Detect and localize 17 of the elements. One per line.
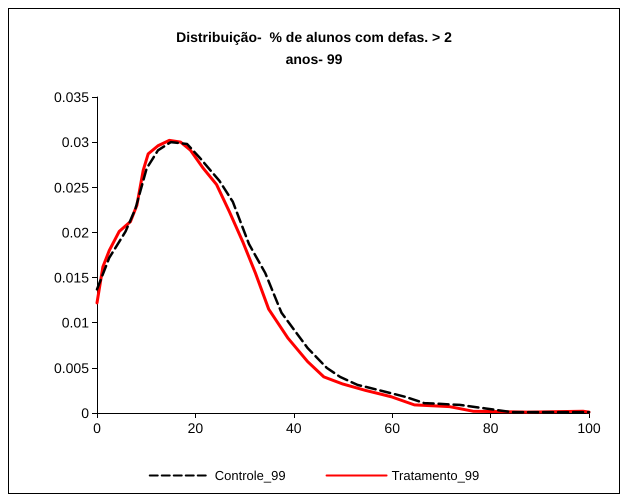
x-tick-label: 0 [93, 420, 102, 436]
y-tick-label: 0.005 [54, 360, 90, 376]
x-tick-label: 40 [286, 420, 302, 436]
legend-label: Tratamento_99 [392, 468, 480, 483]
x-tick-label: 100 [577, 420, 601, 436]
y-tick-label: 0.03 [62, 134, 90, 150]
x-tick-label: 60 [384, 420, 400, 436]
chart-title: Distribuição- % de alunos com defas. > 2 anos- 99 [176, 29, 452, 67]
y-tick-label: 0.01 [62, 314, 90, 331]
y-tick-label: 0.035 [54, 89, 90, 105]
y-tick-label: 0.02 [62, 224, 90, 240]
y-tick-label: 0 [81, 405, 90, 421]
x-tick-label: 80 [482, 420, 499, 436]
y-tick-label: 0.015 [54, 270, 90, 286]
x-tick-label: 20 [188, 420, 204, 436]
y-tick-label: 0.025 [54, 179, 90, 196]
legend-label: Controle_99 [214, 468, 286, 483]
